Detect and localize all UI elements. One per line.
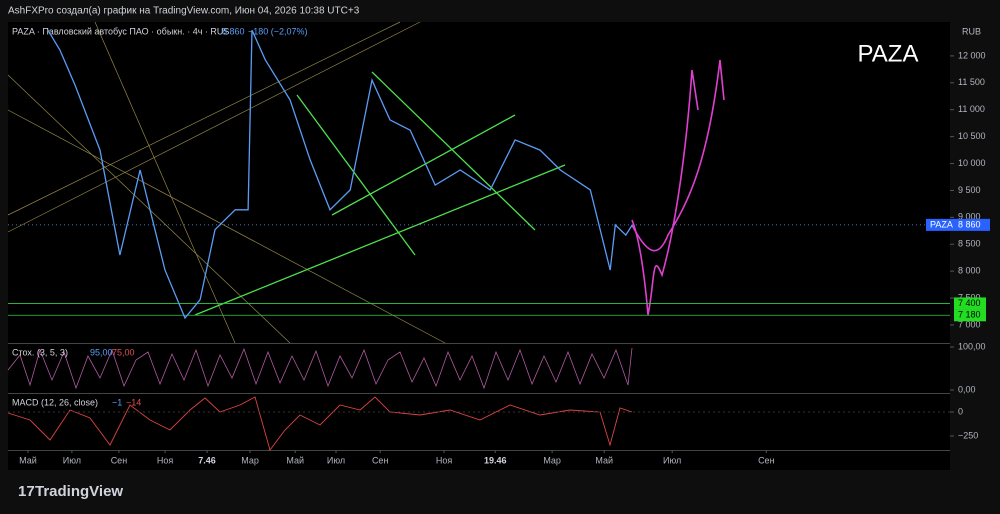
price-tag	[954, 218, 990, 231]
x-tick-label: Ноя	[436, 455, 453, 465]
y-tick-label: 8 000	[958, 266, 981, 276]
x-tick-label: 7.46	[198, 455, 216, 465]
logo-mark: 17	[18, 483, 35, 500]
y-tick-label: 10 000	[958, 158, 986, 168]
pane-title: Стох. (3, 5, 3)	[12, 347, 68, 357]
chart-area	[8, 22, 950, 470]
price-tag-symbol-label: PAZA	[930, 219, 953, 229]
x-tick-label: Мар	[543, 455, 561, 465]
level-tag	[954, 297, 986, 310]
y-tick-label: 8 500	[958, 239, 981, 249]
price-tag-symbol	[926, 218, 954, 231]
pane-value: −14	[126, 397, 141, 407]
y-tick-label: 0	[958, 406, 963, 416]
price-line	[47, 29, 633, 320]
y-tick-label: 0,00	[958, 384, 976, 394]
pane-value: 75,00	[112, 347, 135, 357]
pane-value: 95,00	[90, 347, 113, 357]
x-tick-label: Май	[19, 455, 37, 465]
price-tag-label: 8 860	[958, 219, 981, 229]
x-tick-label: Июл	[327, 455, 345, 465]
y-tick-label: 11 000	[958, 104, 985, 114]
y-tick-label: 7 500	[958, 292, 981, 302]
legend: PAZA · Павловский автобус ПАО · обыкн. ·…	[12, 26, 229, 36]
x-tick-label: 19.46	[484, 455, 507, 465]
x-tick-label: Июл	[663, 455, 681, 465]
y-tick-label: 11 500	[958, 77, 985, 87]
x-tick-label: Май	[595, 455, 613, 465]
y-tick-label: 12 000	[958, 50, 986, 60]
pane-value: −1	[112, 397, 122, 407]
symbol-title: PAZA	[858, 40, 919, 67]
legend-change: −180 (−2,07%)	[248, 26, 308, 36]
x-tick-label: Сен	[372, 455, 389, 465]
y-tick-label: 7 000	[958, 319, 981, 329]
legend-price: 8 860	[222, 26, 245, 36]
axis-unit: RUB	[962, 26, 981, 36]
x-tick-label: Мар	[241, 455, 259, 465]
x-tick-label: Сен	[111, 455, 128, 465]
y-tick-label: −250	[958, 430, 978, 440]
y-tick-label: 9 500	[958, 185, 981, 195]
x-tick-label: Ноя	[157, 455, 174, 465]
level-label: 7 400	[958, 298, 981, 308]
x-tick-label: Июл	[63, 455, 81, 465]
x-tick-label: Сен	[758, 455, 775, 465]
y-tick-label: 10 500	[958, 131, 986, 141]
y-tick-label: 100,00	[958, 341, 986, 351]
pane-title: MACD (12, 26, close)	[12, 397, 98, 407]
attribution: AshFXPro создал(а) график на TradingView…	[8, 5, 360, 17]
drawings: 17	[7, 21, 950, 500]
y-tick-label: 9 000	[958, 212, 981, 222]
level-label: 7 180	[958, 310, 981, 320]
x-tick-label: Май	[286, 455, 304, 465]
level-tag	[954, 309, 986, 322]
brand: TradingView	[35, 483, 123, 500]
